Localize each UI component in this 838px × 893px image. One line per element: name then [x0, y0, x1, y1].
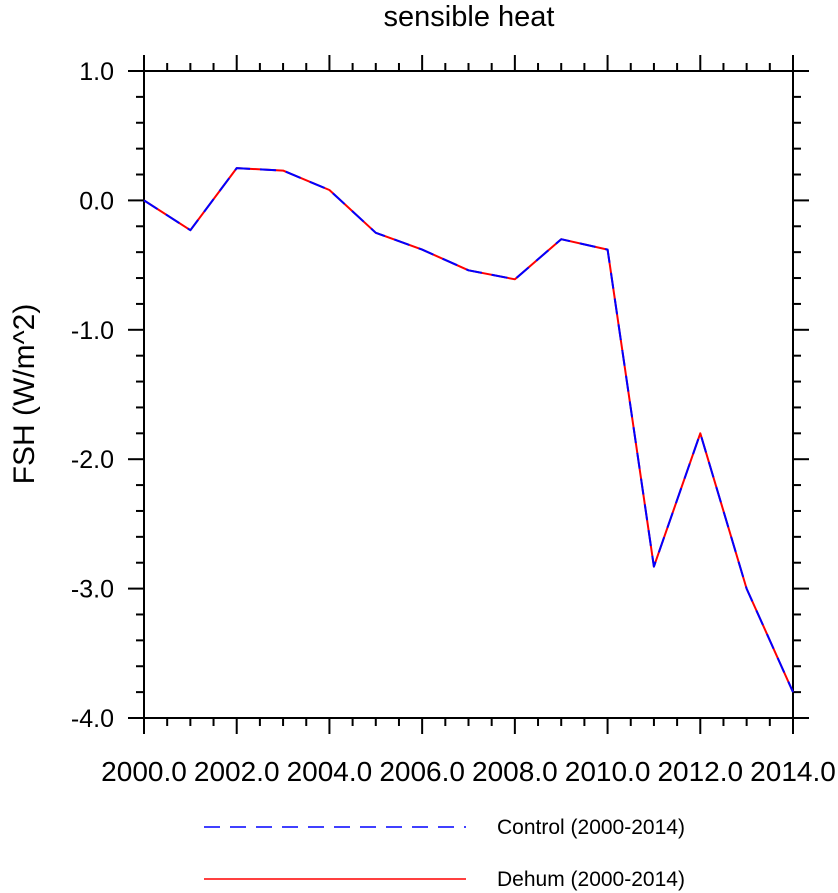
y-tick-label: -2.0: [71, 446, 114, 474]
x-tick-labels: 2000.0 2002.0 2004.0 2006.0 2008.0 2010.0 2012…: [101, 756, 836, 787]
series-line-1: [143, 167, 794, 693]
y-tick-label: 0.0: [79, 187, 114, 215]
x-tick-label: 2002.0: [194, 756, 280, 787]
y-tick-label: -3.0: [71, 576, 114, 604]
series-lines: [143, 167, 794, 693]
x-tick-label: 2008.0: [472, 756, 558, 787]
x-tick-label: 2012.0: [657, 756, 743, 787]
y-tick-labels: 1.0 0.0 -1.0 -2.0 -3.0 -4.0: [71, 58, 114, 733]
legend-label: Control (2000-2014): [497, 816, 685, 839]
legend: Control (2000-2014) Dehum (2000-2014): [204, 816, 685, 891]
x-tick-label: 2010.0: [565, 756, 651, 787]
chart-title: sensible heat: [384, 1, 555, 33]
y-tick-label: 1.0: [79, 58, 114, 86]
x-tick-label: 2006.0: [379, 756, 465, 787]
x-tick-label: 2014.0: [750, 756, 836, 787]
y-tick-label: -1.0: [71, 317, 114, 345]
axis-ticks: [128, 55, 809, 734]
series-line-0: [143, 167, 794, 693]
y-axis-label: FSH (W/m^2): [8, 304, 41, 485]
x-tick-label: 2000.0: [101, 756, 187, 787]
x-tick-label: 2004.0: [287, 756, 373, 787]
legend-label: Dehum (2000-2014): [497, 868, 685, 891]
y-tick-label: -4.0: [71, 705, 114, 733]
